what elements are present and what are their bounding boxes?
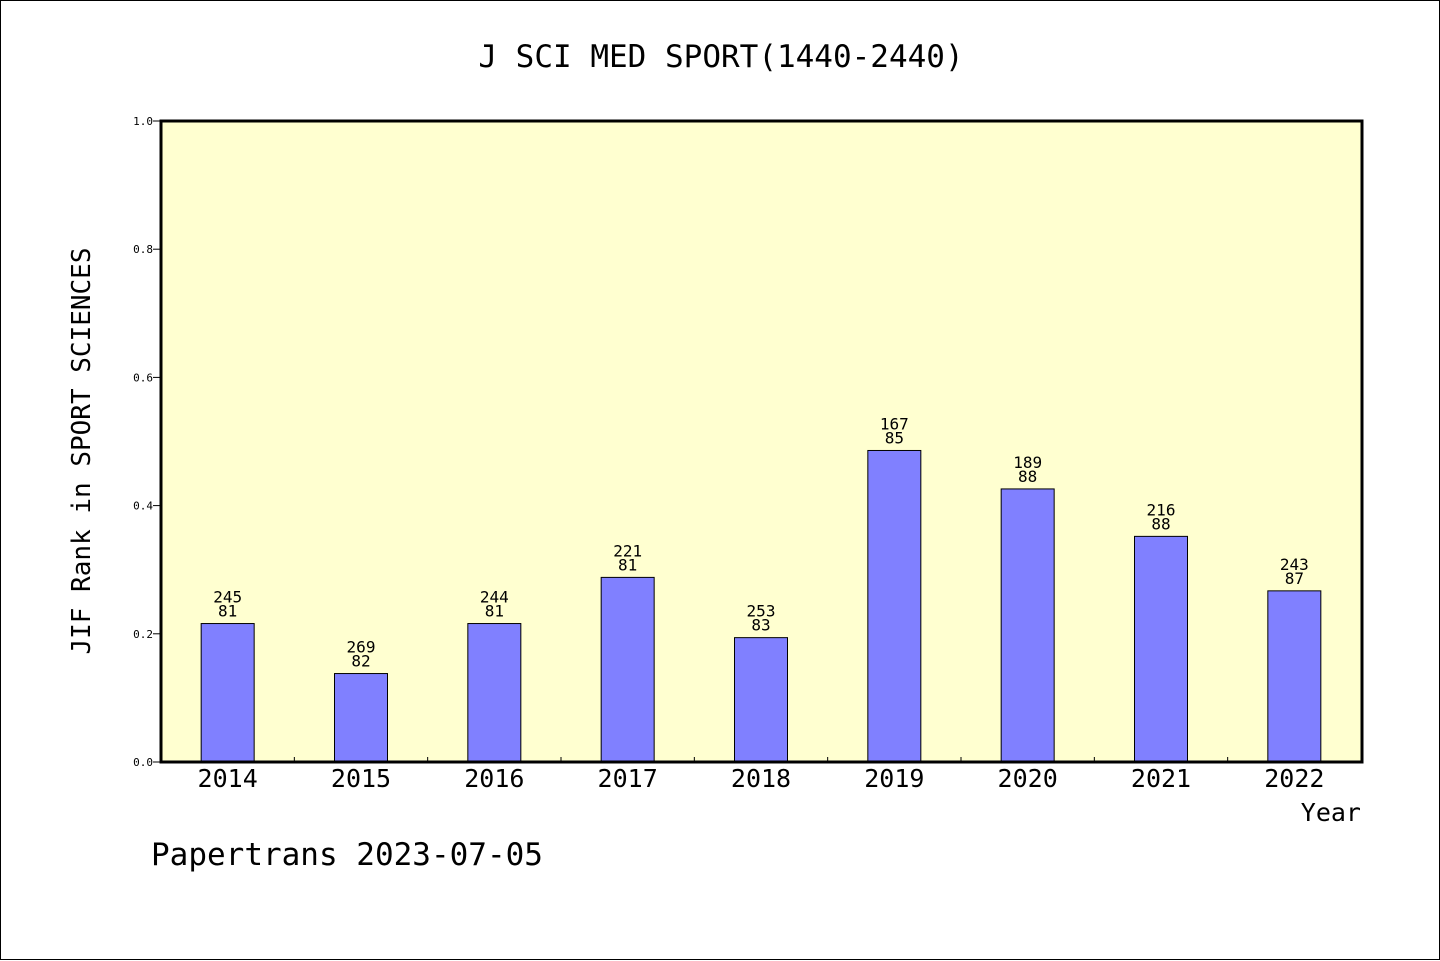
x-tick-label: 2020 [998, 764, 1058, 793]
bar-label-bottom: 87 [1285, 569, 1304, 588]
y-tick-label: 0.6 [133, 371, 153, 384]
bar-2019 [867, 449, 922, 763]
bar-labels-group: 2458126982244812218125383167851898821688… [213, 414, 1309, 670]
bar-2022 [1267, 590, 1322, 763]
x-tick-label: 2016 [464, 764, 524, 793]
y-tick-label: 0.8 [133, 243, 153, 256]
bar-label-bottom: 81 [618, 555, 637, 574]
y-axis-label: JIF Rank in SPORT SCIENCES [67, 248, 97, 655]
x-tick-label: 2018 [731, 764, 791, 793]
y-tick-label: 0.4 [133, 500, 153, 513]
bar-label-top: 216 [1147, 500, 1176, 519]
bar-label-top: 253 [747, 602, 776, 621]
bar-label-bottom: 81 [218, 602, 237, 621]
x-tick-label: 2019 [864, 764, 924, 793]
x-axis-label: Year [1301, 798, 1361, 827]
bar-2020 [1000, 488, 1055, 763]
bar-2015 [334, 673, 388, 763]
bar-2014 [200, 623, 255, 763]
y-tick-label: 0.0 [133, 756, 153, 769]
x-tick-label: 2015 [331, 764, 391, 793]
bar-2016 [467, 623, 522, 763]
bar-label-top: 221 [613, 541, 642, 560]
x-tick-label: 2021 [1131, 764, 1191, 793]
bar-label-top: 243 [1280, 555, 1309, 574]
x-tick-label: 2014 [198, 764, 258, 793]
bar-label-bottom: 88 [1151, 514, 1170, 533]
bar-label-bottom: 82 [351, 652, 370, 671]
x-axis: 2014 2015 2016 2017 2018 2019 2020 2021 2022 [198, 757, 1324, 793]
watermark-text: Papertrans 2023-07-05 [151, 837, 543, 873]
bar-label-top: 245 [213, 588, 242, 607]
y-tick-label: 1.0 [133, 115, 153, 128]
bar-label-top: 167 [880, 414, 909, 433]
bar-label-bottom: 88 [1018, 467, 1037, 486]
y-tick-label: 0.2 [133, 628, 153, 641]
bar-label-bottom: 83 [751, 616, 770, 635]
y-axis: 0.0 0.2 0.4 0.6 0.8 1.0 [133, 115, 161, 769]
bar-label-top: 269 [347, 638, 376, 657]
bar-label-bottom: 81 [485, 602, 504, 621]
bar-2018 [734, 637, 788, 763]
chart-title: J SCI MED SPORT(1440-2440) [478, 39, 963, 75]
bars-group [200, 449, 1322, 763]
plot-border [159, 119, 1364, 764]
bar-label-top: 189 [1013, 453, 1042, 472]
x-tick-label: 2022 [1264, 764, 1324, 793]
bar-2021 [1134, 535, 1188, 763]
bar-label-top: 244 [480, 588, 509, 607]
x-tick-label: 2017 [598, 764, 658, 793]
bar-2017 [600, 576, 655, 763]
bar-label-bottom: 85 [885, 428, 904, 447]
